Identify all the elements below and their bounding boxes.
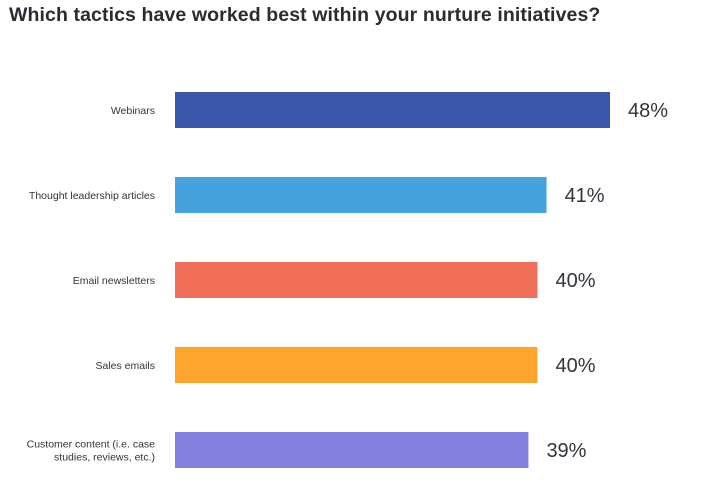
category-label: Thought leadership articles xyxy=(29,190,155,202)
bar-4 xyxy=(175,347,538,383)
value-label: 39% xyxy=(546,440,586,462)
bar-5 xyxy=(175,432,529,468)
value-label: 48% xyxy=(628,100,668,122)
value-label: 40% xyxy=(556,355,596,377)
value-label: 41% xyxy=(565,185,605,207)
bar-1 xyxy=(175,92,610,128)
bar-2 xyxy=(175,177,547,213)
category-label: Customer content (i.e. case studies, revi… xyxy=(27,439,156,464)
category-label: Email newsletters xyxy=(73,275,155,287)
value-label: 40% xyxy=(556,270,596,292)
category-label: Sales emails xyxy=(95,360,155,372)
category-label: Webinars xyxy=(111,105,155,117)
bars-layer: Webinars 48% Thought leadership articles 41… xyxy=(27,92,668,468)
chart-title: Which tactics have worked best within yo… xyxy=(9,4,601,26)
bar-3 xyxy=(175,262,538,298)
